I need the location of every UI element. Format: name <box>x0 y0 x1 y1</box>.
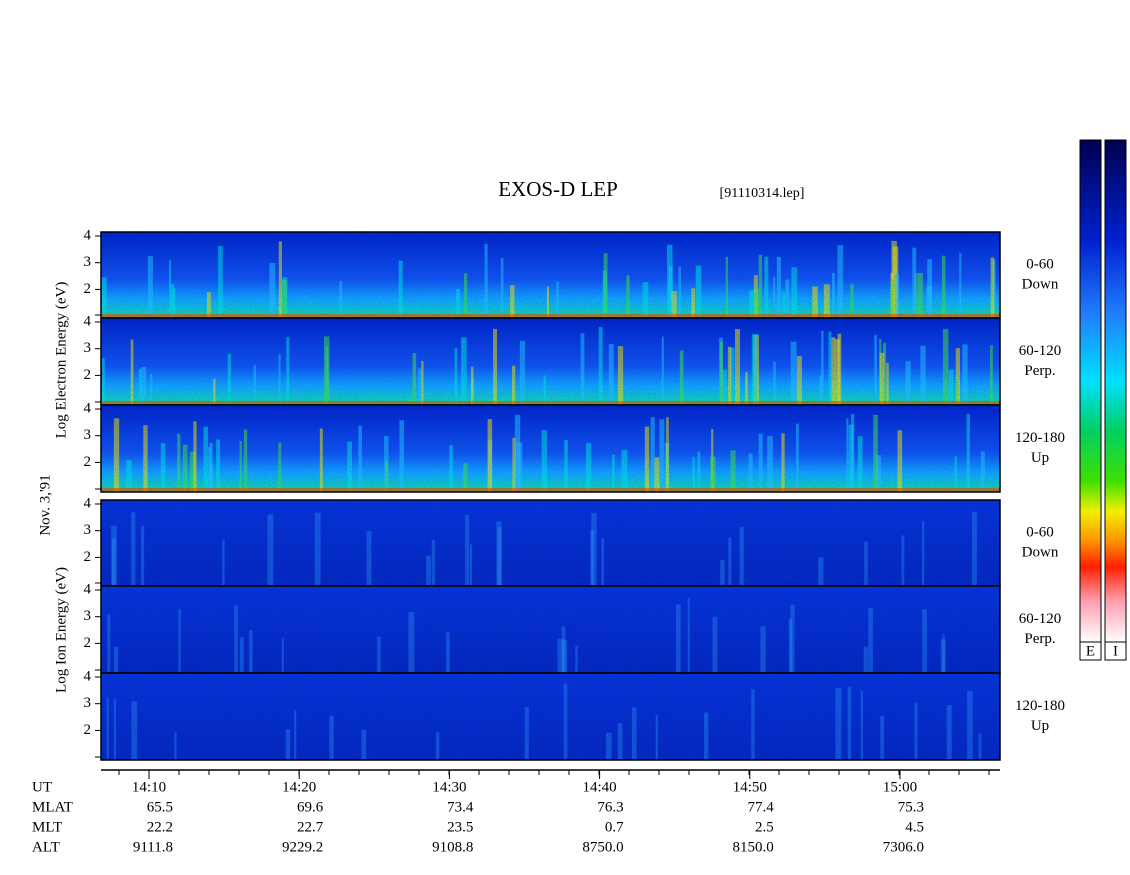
panel-direction: Down <box>1022 276 1059 292</box>
ephemeris-value: 2.5 <box>755 819 774 835</box>
ephemeris-value: 9108.8 <box>432 839 473 855</box>
colorbar-label: I <box>1113 643 1118 659</box>
colorbar <box>1079 139 1102 643</box>
energy-tick-label: 4 <box>84 668 92 684</box>
panel-range: 120-180 <box>1015 698 1065 714</box>
row-label: MLAT <box>32 799 73 815</box>
panel-noise <box>101 673 1000 760</box>
panel-direction: Up <box>1031 718 1049 734</box>
time-tick-label: 14:30 <box>432 779 466 795</box>
row-label: ALT <box>32 839 60 855</box>
energy-tick-label: 4 <box>84 400 92 416</box>
energy-tick-label: 2 <box>84 281 92 297</box>
energy-tick-label: 2 <box>84 635 92 651</box>
ephemeris-value: 22.2 <box>147 819 173 835</box>
energy-tick-label: 3 <box>84 340 92 356</box>
panel-range: 0-60 <box>1026 524 1054 540</box>
panel-noise <box>101 405 1000 492</box>
time-tick-label: 14:10 <box>132 779 166 795</box>
ephemeris-value: 76.3 <box>597 799 623 815</box>
ephemeris-value: 73.4 <box>447 799 474 815</box>
ephemeris-value: 23.5 <box>447 819 473 835</box>
time-tick-label: 14:50 <box>733 779 767 795</box>
panel-noise <box>101 586 1000 673</box>
colorbar <box>1104 139 1127 643</box>
energy-tick-label: 3 <box>84 427 92 443</box>
panel-direction: Perp. <box>1024 363 1055 379</box>
energy-tick-label: 3 <box>84 522 92 538</box>
row-label: MLT <box>32 819 62 835</box>
ephemeris-value: 22.7 <box>297 819 324 835</box>
electron-axis-label: Log Electron Energy (eV) <box>53 282 69 439</box>
energy-tick-label: 3 <box>84 695 92 711</box>
row-label: UT <box>32 779 52 795</box>
ephemeris-value: 75.3 <box>898 799 924 815</box>
panel-direction: Up <box>1031 450 1049 466</box>
energy-tick-label: 3 <box>84 254 92 270</box>
panel-noise <box>101 318 1000 405</box>
time-tick-label: 14:20 <box>282 779 316 795</box>
date-label: Nov. 3,'91 <box>37 474 53 535</box>
energy-tick-label: 2 <box>84 549 92 565</box>
ephemeris-value: 4.5 <box>905 819 924 835</box>
panel-noise <box>101 232 1000 318</box>
ion-axis-label: Log Ion Energy (eV) <box>53 567 69 693</box>
ephemeris-value: 69.6 <box>297 799 324 815</box>
panel-range: 0-60 <box>1026 256 1054 272</box>
panel-direction: Perp. <box>1024 631 1055 647</box>
energy-tick-label: 4 <box>84 313 92 329</box>
panel-range: 60-120 <box>1019 343 1062 359</box>
panel-range: 60-120 <box>1019 611 1062 627</box>
time-tick-label: 14:40 <box>583 779 617 795</box>
energy-tick-label: 4 <box>84 581 92 597</box>
panel-frame <box>100 404 1001 493</box>
energy-tick-label: 2 <box>84 722 92 738</box>
panel-noise <box>101 500 1000 586</box>
ephemeris-value: 0.7 <box>605 819 624 835</box>
energy-tick-label: 4 <box>84 495 92 511</box>
energy-tick-label: 2 <box>84 454 92 470</box>
ephemeris-value: 8750.0 <box>582 839 623 855</box>
colorbar-label-box <box>1104 641 1127 661</box>
energy-tick-label: 2 <box>84 367 92 383</box>
ephemeris-value: 65.5 <box>147 799 173 815</box>
title: EXOS-D LEP <box>498 177 618 201</box>
colorbar-label: E <box>1086 643 1095 659</box>
panels: 4 3 2 0-60 Down 4 3 2 60-120 Perp. 4 3 2 120-180 Up 4 3 2… <box>84 227 1065 761</box>
colorbar-label-box <box>1079 641 1102 661</box>
ephemeris-value: 8150.0 <box>733 839 774 855</box>
energy-tick-label: 4 <box>84 227 92 243</box>
ephemeris-value: 77.4 <box>748 799 775 815</box>
file-name: [91110314.lep] <box>720 186 805 201</box>
energy-tick-label: 3 <box>84 608 92 624</box>
time-tick-label: 15:00 <box>883 779 917 795</box>
ephemeris-value: 9229.2 <box>282 839 323 855</box>
panel-direction: Down <box>1022 544 1059 560</box>
panel-range: 120-180 <box>1015 430 1065 446</box>
time-axis: UT 14:10 14:20 14:30 14:40 14:50 15:00 MLAT 65.5… <box>32 769 1000 855</box>
ephemeris-value: 9111.8 <box>133 839 173 855</box>
panel-frame <box>100 672 1001 761</box>
ephemeris-value: 7306.0 <box>883 839 924 855</box>
